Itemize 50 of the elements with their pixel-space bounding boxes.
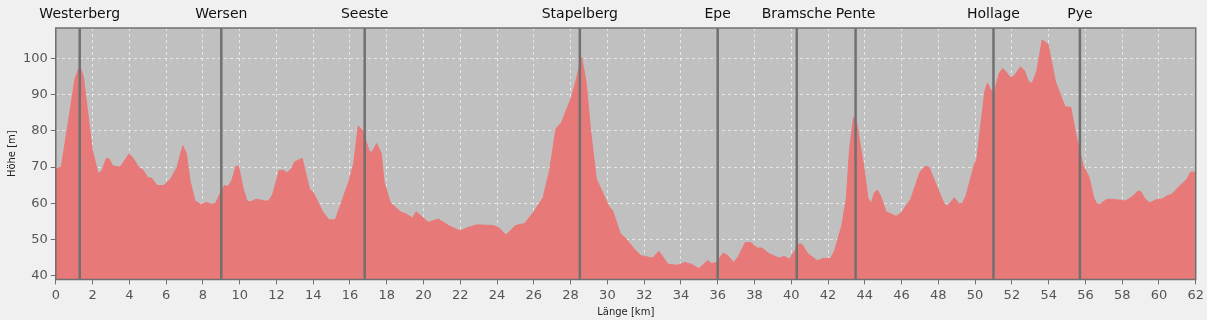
ref-line-label: Bramsche xyxy=(761,4,832,21)
x-tick-label: 18 xyxy=(378,286,396,302)
y-tick-label: 40 xyxy=(31,266,48,282)
ref-line-label: Wersen xyxy=(195,4,248,21)
x-tick-label: 34 xyxy=(672,286,690,302)
x-tick-label: 52 xyxy=(1003,286,1021,302)
ref-line-label: Westerberg xyxy=(39,4,121,21)
x-tick-label: 60 xyxy=(1150,286,1168,302)
x-tick-label: 12 xyxy=(268,286,285,302)
y-tick-label: 70 xyxy=(31,158,48,174)
ref-line-label: Seeste xyxy=(340,4,389,21)
x-tick-label: 42 xyxy=(819,286,837,302)
ref-line-label: Epe xyxy=(704,4,731,21)
x-tick-label: 24 xyxy=(488,286,506,302)
x-tick-label: 20 xyxy=(415,286,432,302)
ref-line-label: Pente xyxy=(835,4,876,21)
y-tick-label: 60 xyxy=(31,194,48,210)
ref-line-label: Pye xyxy=(1067,4,1093,21)
x-tick-label: 8 xyxy=(198,286,208,302)
y-tick-label: 80 xyxy=(31,122,48,138)
y-tick-label: 90 xyxy=(31,86,48,102)
x-tick-label: 26 xyxy=(525,286,543,302)
x-tick-label: 48 xyxy=(930,286,947,302)
x-tick-label: 38 xyxy=(746,286,763,302)
x-tick-label: 56 xyxy=(1077,286,1094,302)
x-tick-label: 54 xyxy=(1040,286,1057,302)
x-tick-label: 6 xyxy=(161,286,171,302)
x-tick-label: 2 xyxy=(88,286,97,302)
x-tick-label: 32 xyxy=(635,286,653,302)
x-tick-label: 28 xyxy=(562,286,579,302)
x-tick-label: 58 xyxy=(1113,286,1131,302)
x-tick-label: 44 xyxy=(856,286,874,302)
y-tick-label: 100 xyxy=(22,50,48,66)
y-tick-label: 50 xyxy=(31,230,48,246)
x-tick-label: 62 xyxy=(1187,286,1204,302)
x-tick-label: 10 xyxy=(231,286,248,302)
y-axis-title: Höhe [m] xyxy=(5,130,17,178)
x-tick-label: 40 xyxy=(782,286,800,302)
x-tick-label: 50 xyxy=(966,286,984,302)
ref-line-label: Hollage xyxy=(967,4,1020,21)
x-axis-title: Länge [km] xyxy=(597,305,655,317)
x-tick-label: 0 xyxy=(51,286,60,302)
x-tick-label: 14 xyxy=(304,286,322,302)
x-tick-label: 4 xyxy=(125,286,134,302)
x-tick-label: 22 xyxy=(452,286,469,302)
x-tick-label: 16 xyxy=(341,286,359,302)
x-tick-label: 36 xyxy=(709,286,726,302)
x-tick-label: 30 xyxy=(599,286,616,302)
ref-line-label: Stapelberg xyxy=(541,4,618,21)
x-tick-label: 46 xyxy=(893,286,910,302)
